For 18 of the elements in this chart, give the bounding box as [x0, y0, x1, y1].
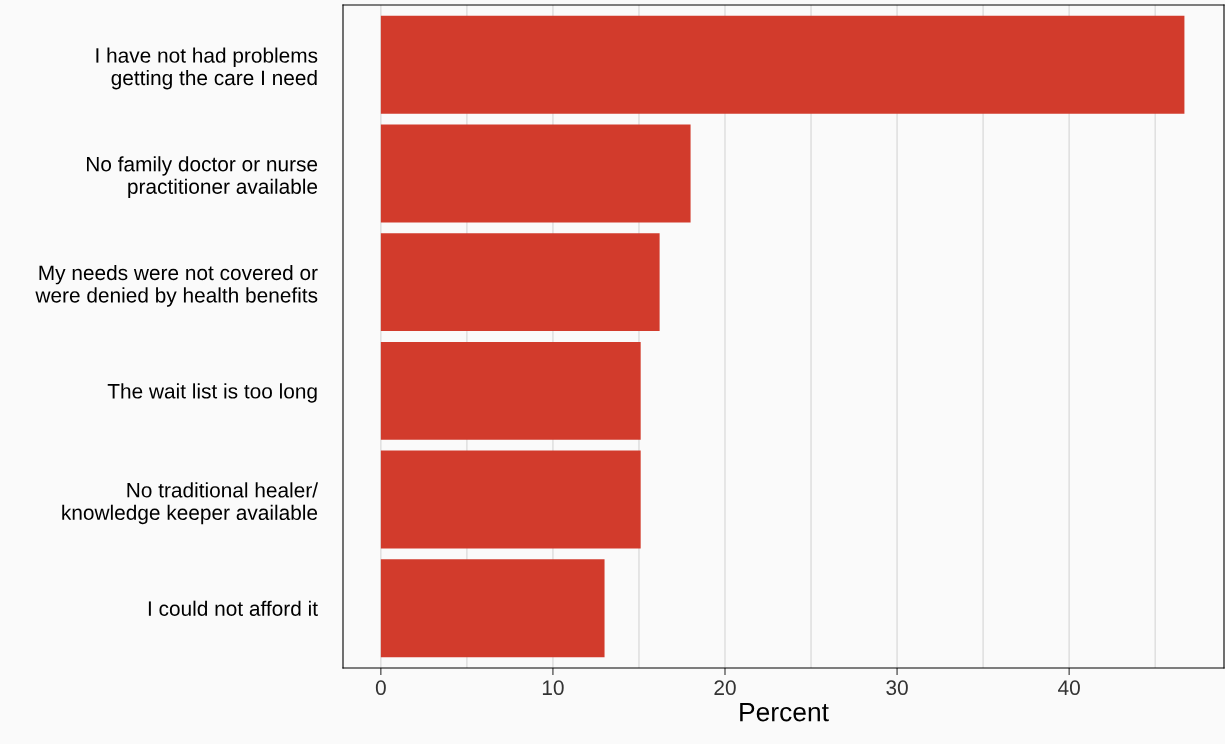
x-tick-label: 30 [886, 680, 908, 696]
y-tick-label: My needs were not covered or were denied by health benefits [35, 264, 318, 307]
y-tick-label: No traditional healer/ knowledge keeper available [62, 482, 319, 525]
bar [380, 233, 660, 332]
x-tick-label: 10 [542, 680, 564, 696]
bar [380, 559, 605, 658]
bar [380, 15, 1185, 114]
y-tick-label: I have not had problems getting the care I need [96, 47, 318, 90]
bar [380, 341, 641, 440]
bar [380, 124, 691, 223]
x-tick-label: 40 [1058, 680, 1080, 696]
y-tick-label: I could not afford it [148, 600, 318, 616]
x-tick-label: 0 [375, 680, 386, 696]
bar [380, 450, 641, 549]
x-axis-title: Percent [740, 702, 829, 722]
y-tick-label: No family doctor or nurse practitioner available [87, 156, 318, 199]
x-tick-label: 20 [714, 680, 736, 696]
y-tick-label: The wait list is too long [107, 383, 317, 403]
